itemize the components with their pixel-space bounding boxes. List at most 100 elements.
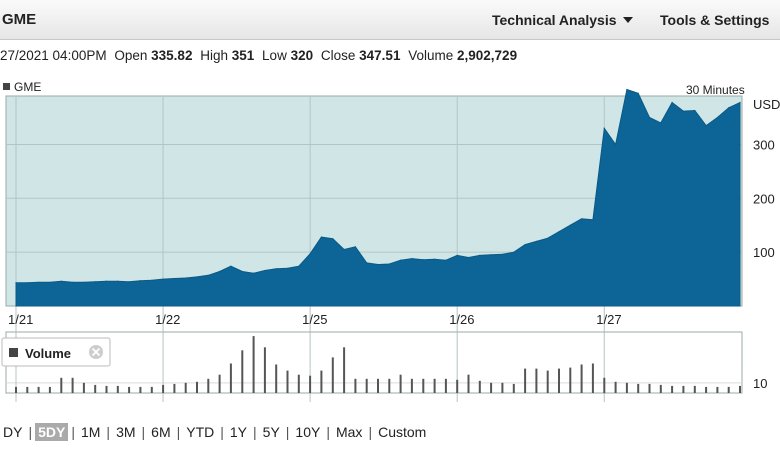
- price-point: [445, 259, 447, 261]
- range-option-custom[interactable]: Custom: [378, 424, 427, 440]
- tools-settings-menu[interactable]: Tools & Settings: [660, 12, 770, 28]
- price-point: [49, 281, 51, 283]
- volume-y-tick-label: 10: [753, 376, 767, 391]
- range-option-dy[interactable]: DY: [3, 424, 23, 440]
- price-point: [615, 143, 617, 146]
- price-point: [524, 244, 526, 246]
- volume-bar: [94, 384, 97, 393]
- price-point: [332, 238, 334, 240]
- price-point: [422, 259, 424, 261]
- volume-bar: [739, 385, 741, 393]
- chevron-down-icon: [622, 17, 633, 23]
- price-point: [83, 281, 85, 283]
- high-label: High: [200, 48, 228, 63]
- x-tick-label: 1/27: [596, 312, 621, 327]
- price-point: [72, 281, 74, 283]
- price-point: [603, 127, 605, 129]
- price-point: [547, 237, 549, 239]
- price-point: [173, 277, 175, 280]
- price-point: [38, 281, 40, 283]
- volume-bar: [433, 378, 436, 393]
- price-point: [626, 88, 628, 91]
- price-point: [377, 263, 379, 266]
- volume-bar: [524, 368, 527, 393]
- price-point: [535, 240, 538, 242]
- interval-label: 30 Minutes: [686, 83, 745, 97]
- y-tick-label: 300: [753, 137, 775, 152]
- top-toolbar: GME Technical Analysis Tools & Settings: [0, 0, 780, 40]
- close-label: Close: [320, 48, 356, 63]
- unit-label: USD: [753, 97, 780, 112]
- price-point: [739, 101, 741, 104]
- range-option-1m[interactable]: 1M: [80, 424, 101, 440]
- price-point: [139, 280, 141, 282]
- volume-bar: [558, 368, 560, 393]
- range-option-1y[interactable]: 1Y: [229, 424, 248, 440]
- price-volume-chart[interactable]: 1/21 1/22 1/25 1/26 1/27 100 200 300 GME 30 Minut…: [0, 72, 780, 418]
- x-tick-label: 1/22: [155, 312, 180, 327]
- x-tick-label: 1/25: [302, 312, 327, 327]
- volume-bar: [625, 382, 628, 393]
- volume-bar: [535, 368, 538, 393]
- price-point: [581, 218, 583, 220]
- range-option-3m[interactable]: 3M: [116, 424, 136, 440]
- volume-bar: [263, 347, 266, 394]
- range-separator: |: [368, 424, 373, 440]
- volume-bar: [207, 378, 210, 393]
- price-point: [26, 282, 28, 284]
- volume-bar: [71, 377, 74, 394]
- price-point: [705, 125, 707, 127]
- price-point: [253, 272, 255, 274]
- volume-bar: [614, 381, 617, 393]
- price-point: [309, 253, 311, 255]
- price-point: [117, 280, 119, 282]
- range-option-10y[interactable]: 10Y: [295, 424, 321, 440]
- volume-bar: [162, 384, 165, 393]
- x-tick-label: 1/26: [449, 312, 474, 327]
- square-icon: [3, 83, 10, 90]
- range-option-6m[interactable]: 6M: [151, 424, 171, 440]
- high-value: 351: [231, 48, 255, 63]
- volume-bar: [139, 386, 142, 393]
- price-point: [434, 258, 436, 260]
- volume-bar: [275, 364, 278, 393]
- volume-bar: [444, 378, 447, 393]
- volume-bar: [546, 370, 549, 393]
- volume-bar: [128, 386, 131, 393]
- x-tick-label: 1/21: [8, 312, 33, 327]
- range-option-ytd[interactable]: YTD: [186, 424, 215, 440]
- range-separator: |: [220, 424, 224, 440]
- range-option-5dy[interactable]: 5DY: [35, 423, 69, 441]
- price-point: [105, 280, 108, 282]
- volume-bar: [422, 378, 425, 393]
- price-point: [60, 280, 62, 282]
- price-point: [354, 246, 356, 248]
- volume-bar: [671, 385, 674, 393]
- technical-analysis-menu[interactable]: Technical Analysis: [492, 12, 633, 28]
- volume-bar: [173, 383, 176, 393]
- price-point: [207, 274, 209, 276]
- symbol-title: GME: [2, 11, 37, 28]
- volume-bar: [467, 374, 470, 393]
- volume-bar: [603, 377, 606, 394]
- volume-bar: [252, 336, 255, 393]
- y-tick-label: 200: [753, 191, 775, 206]
- price-point: [694, 109, 696, 112]
- price-point: [264, 269, 266, 272]
- price-point: [592, 219, 594, 221]
- range-separator: |: [285, 424, 290, 440]
- volume-label: Volume: [408, 48, 454, 63]
- price-point: [682, 110, 685, 112]
- volume-bar: [196, 381, 198, 393]
- price-point: [716, 116, 719, 119]
- quote-datetime: 27/2021 04:00PM: [0, 48, 107, 63]
- low-label: Low: [262, 48, 287, 63]
- range-option-max[interactable]: Max: [335, 424, 363, 440]
- volume-bar: [377, 378, 379, 393]
- volume-bar: [105, 385, 108, 393]
- price-point: [219, 270, 221, 273]
- volume-bar: [456, 379, 459, 393]
- close-icon[interactable]: [91, 347, 101, 357]
- range-option-5y[interactable]: 5Y: [262, 424, 280, 440]
- volume-bar: [184, 382, 187, 393]
